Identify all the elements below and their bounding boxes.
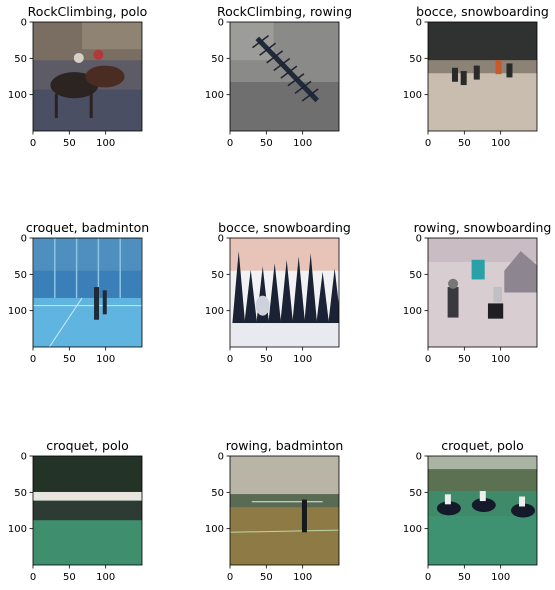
y-tick-label: 50: [211, 54, 224, 65]
y-tick-label: 100: [205, 306, 224, 317]
y-tick-label: 50: [14, 270, 27, 281]
y-tick-label: 100: [403, 306, 422, 317]
x-tick-label: 100: [293, 572, 312, 583]
panel: croquet, polo 0 50 100 0 50 100: [403, 438, 538, 583]
x-tick-label: 0: [425, 572, 431, 583]
axes-frame: [229, 455, 340, 566]
axes-frame: [427, 455, 538, 566]
x-tick-label: 100: [96, 354, 115, 365]
axes-frame: [32, 21, 143, 132]
x-tick-label: 0: [30, 354, 36, 365]
x-tick-label: 0: [30, 572, 36, 583]
x-tick-label: 0: [227, 138, 233, 149]
x-tick-label: 50: [458, 572, 471, 583]
panel-image: [428, 238, 537, 347]
y-tick-label: 100: [8, 524, 27, 535]
x-tick-label: 100: [293, 138, 312, 149]
y-tick-label: 50: [14, 488, 27, 499]
y-tick-label: 0: [416, 452, 422, 463]
x-tick-label: 50: [458, 138, 471, 149]
y-tick-label: 0: [218, 452, 224, 463]
panel-image: [230, 456, 339, 565]
y-tick-label: 100: [205, 524, 224, 535]
y-tick-label: 0: [416, 18, 422, 29]
panel-title: croquet, polo: [441, 438, 523, 453]
x-tick-label: 0: [425, 138, 431, 149]
panel-image: [33, 22, 142, 131]
x-tick-label: 0: [227, 354, 233, 365]
panel-title: rowing, badminton: [226, 438, 344, 453]
y-tick-label: 0: [218, 18, 224, 29]
x-tick-label: 50: [260, 572, 273, 583]
panel-title: croquet, badminton: [26, 220, 149, 235]
panel-title: RockClimbing, rowing: [217, 4, 352, 19]
y-tick-label: 0: [21, 18, 27, 29]
panel-image: [230, 22, 339, 131]
y-tick-label: 100: [8, 90, 27, 101]
x-tick-label: 100: [491, 138, 510, 149]
x-tick-label: 50: [63, 354, 76, 365]
x-tick-label: 50: [260, 138, 273, 149]
axes-frame: [427, 21, 538, 132]
panel: croquet, polo 0 50 100 0 50 100: [8, 438, 143, 583]
panel-image: [428, 22, 537, 131]
x-tick-label: 0: [425, 354, 431, 365]
axes-frame: [427, 237, 538, 348]
x-tick-label: 100: [491, 354, 510, 365]
y-tick-label: 0: [416, 234, 422, 245]
axes-frame: [32, 455, 143, 566]
panel-title: croquet, polo: [46, 438, 128, 453]
y-tick-label: 50: [211, 488, 224, 499]
y-tick-label: 50: [409, 488, 422, 499]
x-tick-label: 100: [491, 572, 510, 583]
y-tick-label: 50: [409, 270, 422, 281]
x-tick-label: 50: [63, 572, 76, 583]
x-tick-label: 100: [96, 138, 115, 149]
y-tick-label: 0: [218, 234, 224, 245]
panel-title: RockClimbing, polo: [28, 4, 148, 19]
x-tick-label: 50: [458, 354, 471, 365]
axes-frame: [229, 21, 340, 132]
y-tick-label: 100: [205, 90, 224, 101]
axes-frame: [32, 237, 143, 348]
panel-image: [33, 238, 142, 347]
panel-title: bocce, snowboarding: [218, 220, 351, 235]
y-tick-label: 0: [21, 452, 27, 463]
y-tick-label: 50: [409, 54, 422, 65]
panel-title: bocce, snowboarding: [416, 4, 549, 19]
panel-image: [230, 238, 339, 347]
y-tick-label: 100: [403, 524, 422, 535]
x-tick-label: 100: [293, 354, 312, 365]
x-tick-label: 0: [30, 138, 36, 149]
axes-frame: [229, 237, 340, 348]
y-tick-label: 0: [21, 234, 27, 245]
y-tick-label: 50: [211, 270, 224, 281]
y-tick-label: 100: [8, 306, 27, 317]
panel-image: [428, 456, 537, 565]
x-tick-label: 50: [63, 138, 76, 149]
panel-title: rowing, snowboarding: [414, 220, 552, 235]
y-tick-label: 50: [14, 54, 27, 65]
y-tick-label: 100: [403, 90, 422, 101]
panel-image: [33, 456, 142, 565]
x-tick-label: 100: [96, 572, 115, 583]
x-tick-label: 50: [260, 354, 273, 365]
x-tick-label: 0: [227, 572, 233, 583]
